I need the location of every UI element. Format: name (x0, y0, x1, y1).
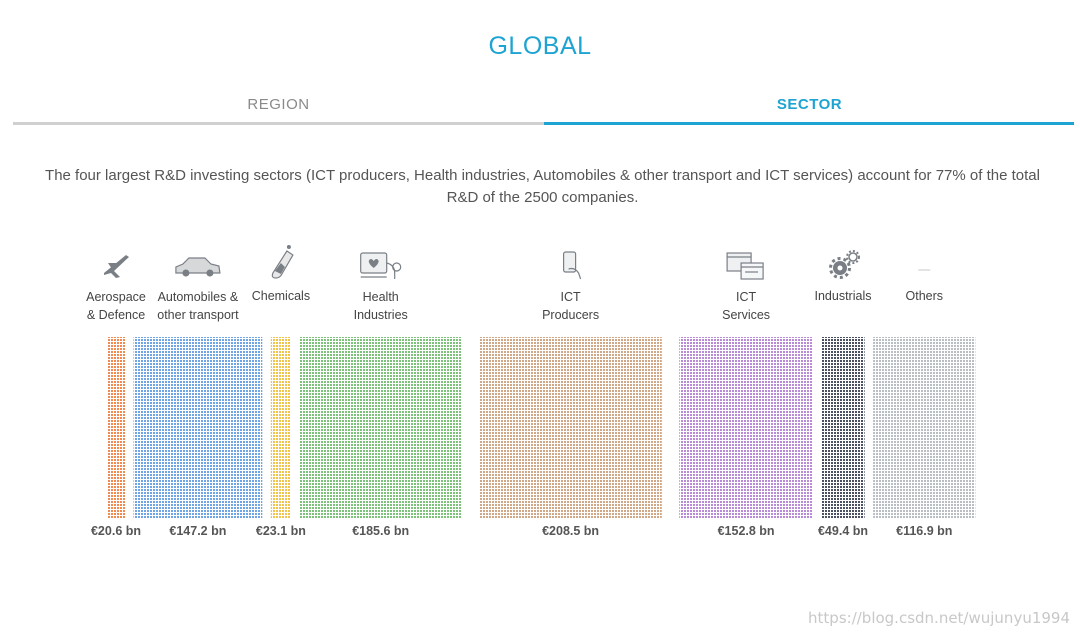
bar-4 (479, 337, 662, 519)
health-monitor-icon (360, 252, 402, 279)
sector-icons (104, 245, 931, 280)
value-label-4: €208.5 bn (542, 524, 599, 538)
value-label-7: €116.9 bn (896, 524, 952, 538)
gears-icon (829, 250, 860, 279)
sector-labels: Aerospace & Defence Automobiles & other tra… (86, 289, 943, 322)
bar-6 (821, 337, 865, 519)
category-label-7: Others (906, 289, 944, 303)
browser-windows-icon (726, 252, 764, 280)
page-title: GLOBAL (488, 32, 592, 60)
tab-underline-sector (544, 122, 1074, 125)
description-text: The four largest R&D investing sectors (… (45, 167, 1040, 206)
category-label-0: Aerospace & Defence (86, 290, 146, 322)
test-tube-icon (271, 245, 294, 279)
car-icon (175, 257, 221, 277)
bar-7 (873, 337, 976, 519)
category-label-1: Automobiles & other transport (157, 290, 239, 322)
category-label-4: ICT Producers (542, 290, 599, 322)
value-label-0: €20.6 bn (91, 524, 141, 538)
tab-sector[interactable]: SECTOR (776, 96, 843, 113)
bar-0 (107, 337, 125, 519)
bar-3 (299, 337, 462, 519)
phone-hand-icon (562, 251, 582, 280)
bar-2 (270, 337, 291, 519)
category-label-6: Industrials (815, 289, 872, 303)
value-label-1: €147.2 bn (169, 524, 226, 538)
category-label-5: ICT Services (722, 290, 770, 322)
value-labels: €20.6 bn €147.2 bn €23.1 bn €185.6 bn €208.5… (91, 524, 952, 538)
value-label-2: €23.1 bn (256, 524, 306, 538)
sector-dot-chart: Aerospace & Defence Automobiles & other tra… (86, 245, 976, 538)
value-label-3: €185.6 bn (352, 524, 409, 538)
bar-5 (679, 337, 813, 519)
watermark: https://blog.csdn.net/wujunyu1994 (808, 609, 1070, 627)
value-label-6: €49.4 bn (818, 524, 868, 538)
airplane-icon (104, 255, 129, 278)
value-label-5: €152.8 bn (718, 524, 775, 538)
sector-bars (107, 337, 976, 519)
category-label-3: Health Industries (354, 290, 408, 322)
tab-underline-region (13, 122, 544, 125)
tab-region[interactable]: REGION (247, 96, 310, 113)
category-label-2: Chemicals (252, 289, 310, 303)
bar-1 (133, 337, 263, 519)
